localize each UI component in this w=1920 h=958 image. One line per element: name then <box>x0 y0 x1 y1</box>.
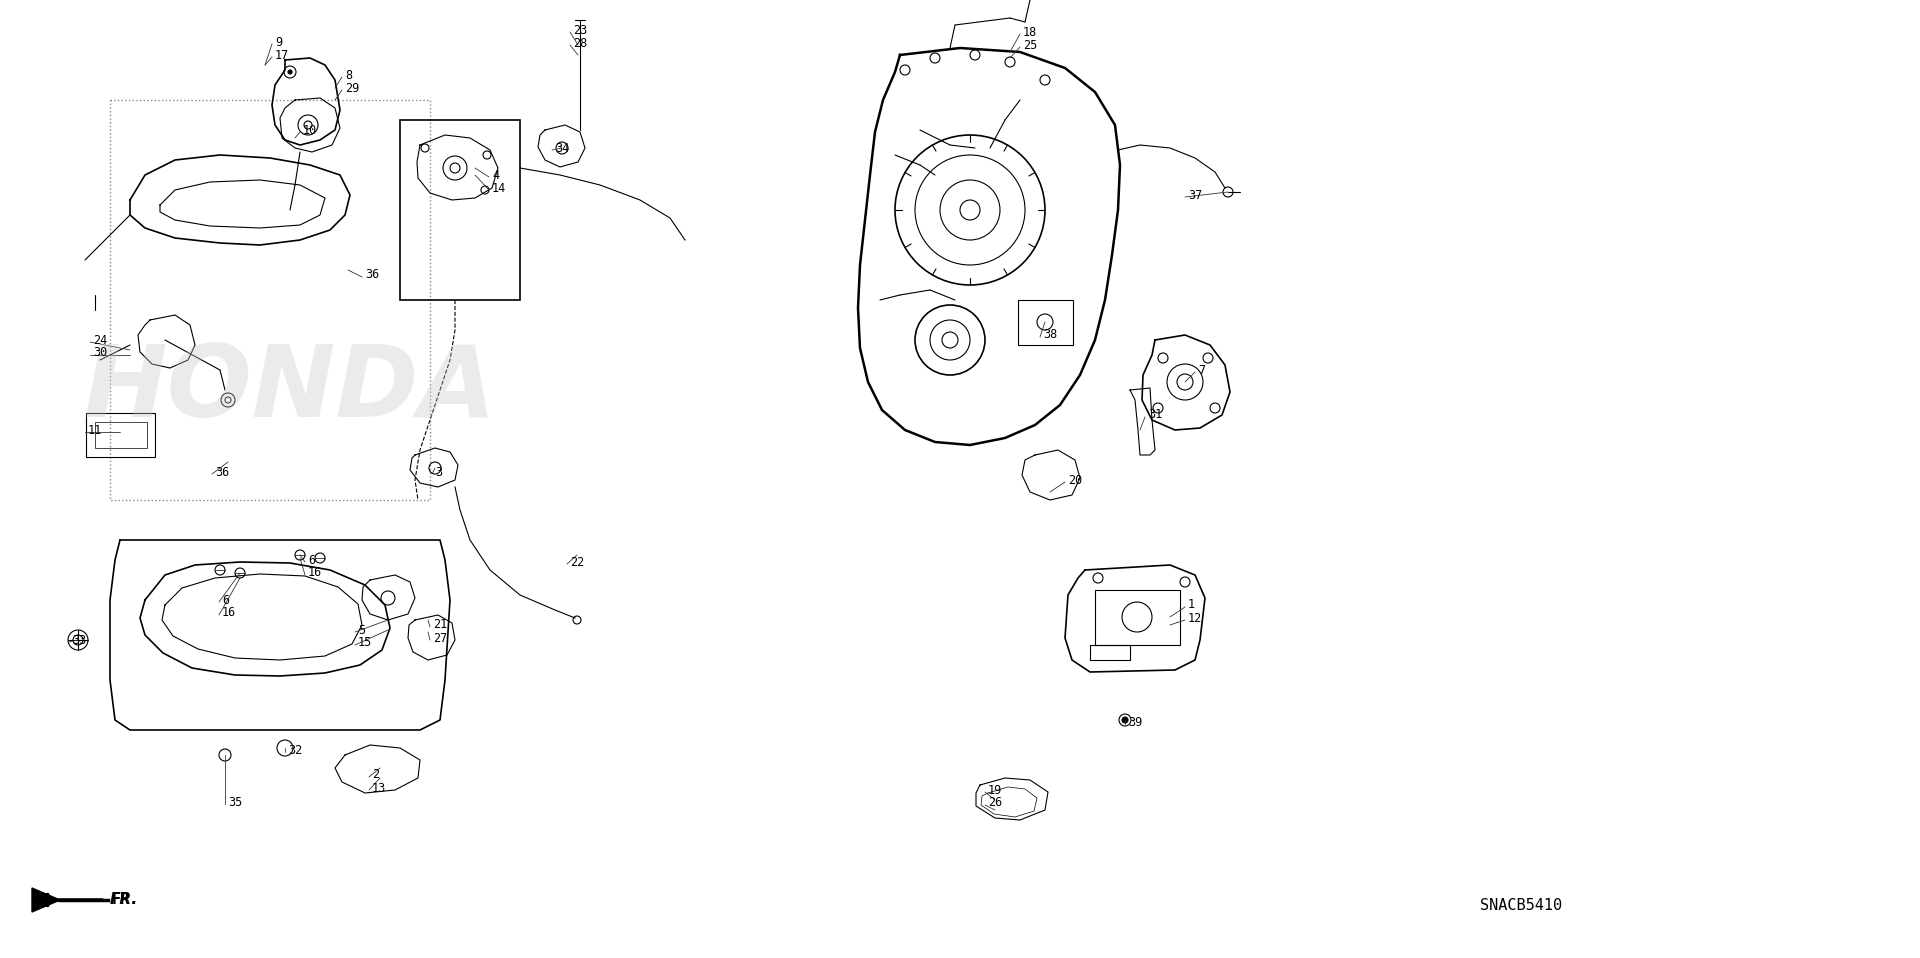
Text: 6: 6 <box>223 594 228 606</box>
Text: HONDA: HONDA <box>84 341 497 439</box>
Text: 25: 25 <box>1023 38 1037 52</box>
Text: 35: 35 <box>228 795 242 809</box>
Text: 22: 22 <box>570 556 584 568</box>
Text: 5: 5 <box>357 624 365 636</box>
Text: 2: 2 <box>372 768 378 782</box>
Text: 18: 18 <box>1023 26 1037 38</box>
Text: 39: 39 <box>1129 716 1142 728</box>
Text: 11: 11 <box>88 423 102 437</box>
Text: 26: 26 <box>989 796 1002 810</box>
Text: 3: 3 <box>436 466 442 478</box>
Text: 36: 36 <box>215 466 228 478</box>
Text: 1: 1 <box>1188 599 1194 611</box>
Text: 8: 8 <box>346 69 351 81</box>
Text: 19: 19 <box>989 784 1002 796</box>
Text: 16: 16 <box>307 566 323 580</box>
Circle shape <box>1121 717 1129 723</box>
Text: 34: 34 <box>555 142 568 154</box>
Text: 21: 21 <box>434 619 447 631</box>
Text: 23: 23 <box>572 24 588 36</box>
Bar <box>1091 645 1131 660</box>
Text: 38: 38 <box>1043 329 1058 341</box>
Text: FR.: FR. <box>109 893 138 907</box>
Text: 13: 13 <box>372 782 386 794</box>
Text: SNACB5410: SNACB5410 <box>1480 898 1563 913</box>
Text: 29: 29 <box>346 81 359 95</box>
Text: 31: 31 <box>1148 408 1162 422</box>
Text: 36: 36 <box>365 268 380 282</box>
Text: 37: 37 <box>1188 189 1202 201</box>
Text: 9: 9 <box>275 35 282 49</box>
Polygon shape <box>33 888 60 912</box>
Text: 17: 17 <box>275 49 290 61</box>
Text: 32: 32 <box>288 743 301 757</box>
Bar <box>94 422 148 448</box>
Text: 27: 27 <box>434 631 447 645</box>
Text: 24: 24 <box>92 333 108 347</box>
Text: 4: 4 <box>492 169 499 181</box>
Text: 16: 16 <box>223 606 236 620</box>
Text: 14: 14 <box>492 181 507 194</box>
Bar <box>399 120 520 300</box>
Bar <box>1018 300 1073 345</box>
Text: 7: 7 <box>1198 363 1206 376</box>
Text: 20: 20 <box>1068 473 1083 487</box>
Text: FR.: FR. <box>111 893 140 907</box>
Text: 30: 30 <box>92 347 108 359</box>
Text: 12: 12 <box>1188 611 1202 625</box>
Text: 6: 6 <box>307 554 315 566</box>
Text: 15: 15 <box>357 636 372 650</box>
Text: 10: 10 <box>303 124 317 136</box>
Text: 33: 33 <box>73 633 86 647</box>
Circle shape <box>288 70 292 74</box>
Bar <box>1094 590 1181 645</box>
Text: 28: 28 <box>572 36 588 50</box>
